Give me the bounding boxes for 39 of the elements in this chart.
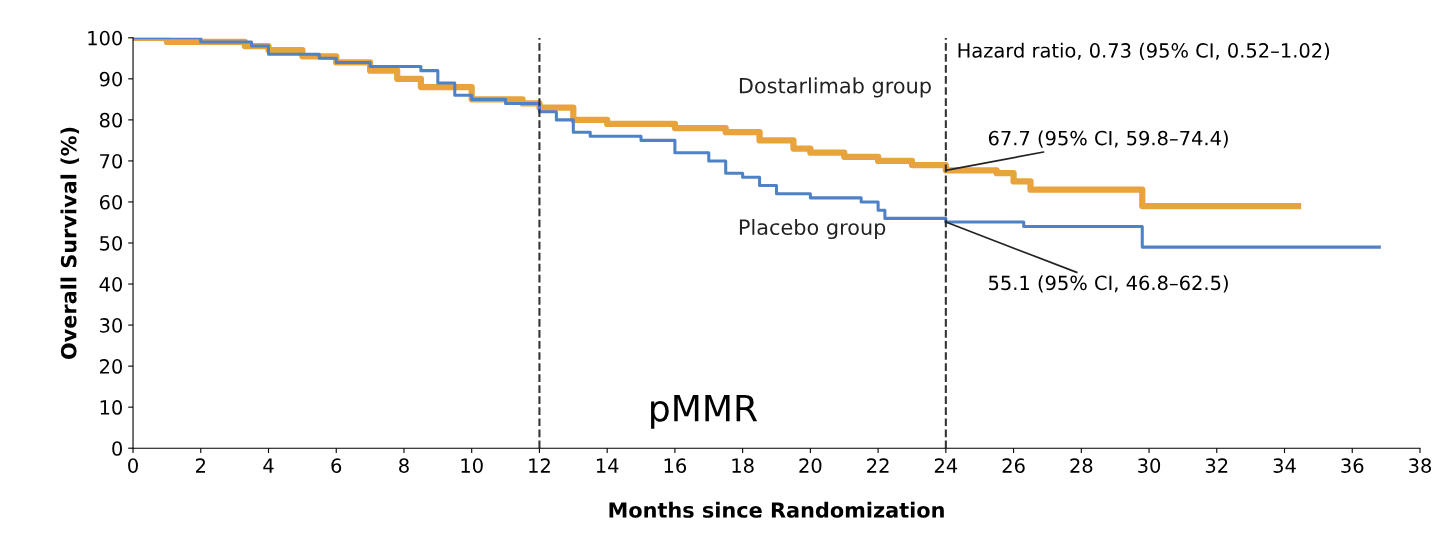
x-tick-label: 30 xyxy=(1138,458,1161,473)
x-tick-label: 8 xyxy=(399,458,409,473)
x-tick-label: 32 xyxy=(1205,458,1228,473)
y-axis-title: Overall Survival (%) xyxy=(60,127,80,359)
x-tick-label: 26 xyxy=(1002,458,1025,473)
x-tick-label: 0 xyxy=(128,458,138,473)
annotation: pMMR xyxy=(651,394,758,429)
x-tick-label: 36 xyxy=(1341,458,1364,473)
x-tick-label: 20 xyxy=(799,458,822,473)
x-tick-label: 18 xyxy=(732,458,754,473)
x-tick-label: 14 xyxy=(596,458,619,473)
x-tick-label: 22 xyxy=(867,458,889,473)
x-tick-label: 38 xyxy=(1409,458,1432,473)
y-tick-label: 90 xyxy=(99,71,123,87)
y-tick-label: 30 xyxy=(100,318,123,333)
y-tick-label: 10 xyxy=(100,400,123,415)
x-axis-title: Months since Randomization xyxy=(609,501,944,518)
annotation: 67.7 (95% CI, 59.8–74.4) xyxy=(988,130,1228,148)
annotation: Hazard ratio, 0.73 (95% CI, 0.52–1.02) xyxy=(958,42,1330,61)
y-tick-label: 40 xyxy=(99,277,123,292)
x-tick-label: 28 xyxy=(1070,458,1093,473)
y-tick-label: 20 xyxy=(99,359,123,374)
y-tick-label: 70 xyxy=(100,153,123,169)
x-tick-label: 24 xyxy=(934,458,958,473)
y-tick-label: 60 xyxy=(99,194,123,210)
series-label: Placebo group xyxy=(739,218,886,240)
x-tick-label: 2 xyxy=(196,458,205,473)
annotation: 55.1 (95% CI, 46.8–62.5) xyxy=(989,275,1228,293)
series-label: Dostarlimab group xyxy=(739,77,931,98)
y-tick-label: 0 xyxy=(112,441,123,456)
y-tick-label: 50 xyxy=(100,235,123,251)
x-tick-label: 10 xyxy=(461,458,483,473)
x-tick-label: 12 xyxy=(529,458,550,473)
y-tick-label: 100 xyxy=(88,30,123,46)
x-tick-label: 4 xyxy=(263,458,274,473)
x-tick-label: 6 xyxy=(331,458,342,473)
x-tick-label: 34 xyxy=(1273,458,1296,473)
x-tick-label: 16 xyxy=(664,458,687,473)
y-tick-label: 80 xyxy=(99,112,123,128)
